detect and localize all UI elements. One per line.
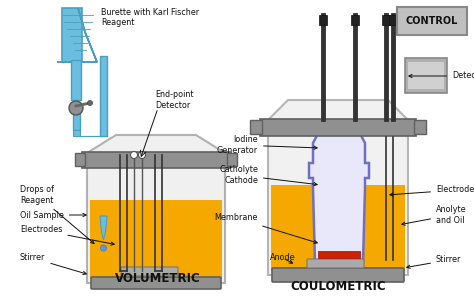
FancyBboxPatch shape: [389, 15, 397, 25]
Text: Electrodes: Electrodes: [20, 226, 114, 245]
Text: COULOMETRIC: COULOMETRIC: [290, 280, 386, 293]
Polygon shape: [268, 100, 408, 275]
FancyBboxPatch shape: [405, 58, 447, 93]
Text: Stirrer: Stirrer: [407, 255, 461, 268]
FancyBboxPatch shape: [75, 153, 85, 166]
FancyBboxPatch shape: [307, 259, 364, 268]
Text: Anolyte
and Oil: Anolyte and Oil: [402, 205, 466, 225]
Polygon shape: [87, 135, 225, 283]
Polygon shape: [73, 130, 107, 136]
FancyBboxPatch shape: [250, 120, 262, 134]
Text: CONTROL: CONTROL: [406, 16, 458, 26]
Polygon shape: [309, 128, 369, 263]
Text: Iodine
Generator: Iodine Generator: [217, 135, 317, 155]
Text: Oil Sample: Oil Sample: [20, 210, 86, 220]
Text: Anode: Anode: [270, 253, 296, 263]
Text: Stirrer: Stirrer: [20, 253, 86, 275]
FancyBboxPatch shape: [71, 60, 81, 100]
FancyBboxPatch shape: [351, 15, 359, 25]
FancyBboxPatch shape: [91, 277, 221, 289]
FancyBboxPatch shape: [82, 152, 230, 168]
Polygon shape: [271, 185, 405, 271]
FancyBboxPatch shape: [260, 119, 416, 136]
Polygon shape: [90, 200, 222, 279]
FancyBboxPatch shape: [318, 251, 360, 258]
FancyBboxPatch shape: [100, 56, 107, 136]
FancyBboxPatch shape: [397, 7, 467, 35]
Text: Drops of
Reagent: Drops of Reagent: [20, 185, 94, 243]
Polygon shape: [57, 8, 97, 62]
Circle shape: [130, 152, 137, 159]
FancyBboxPatch shape: [73, 105, 80, 130]
Text: Electrodes: Electrodes: [390, 185, 474, 196]
Circle shape: [69, 101, 83, 115]
Polygon shape: [100, 216, 107, 240]
FancyBboxPatch shape: [272, 268, 404, 282]
Text: Membrane: Membrane: [215, 214, 317, 243]
Text: Detector: Detector: [409, 72, 474, 81]
FancyBboxPatch shape: [408, 62, 444, 89]
FancyBboxPatch shape: [227, 153, 237, 166]
Circle shape: [100, 245, 107, 251]
Text: End-point
Detector: End-point Detector: [155, 90, 193, 110]
Circle shape: [138, 152, 146, 159]
FancyBboxPatch shape: [319, 15, 327, 25]
Text: VOLUMETRIC: VOLUMETRIC: [115, 272, 201, 285]
Text: Catholyte
Cathode: Catholyte Cathode: [219, 165, 317, 186]
FancyBboxPatch shape: [414, 120, 426, 134]
FancyBboxPatch shape: [121, 267, 178, 276]
Text: Burette with Karl Fischer
Reagent: Burette with Karl Fischer Reagent: [101, 8, 199, 27]
FancyBboxPatch shape: [62, 8, 82, 62]
Circle shape: [88, 101, 92, 105]
FancyBboxPatch shape: [382, 15, 390, 25]
